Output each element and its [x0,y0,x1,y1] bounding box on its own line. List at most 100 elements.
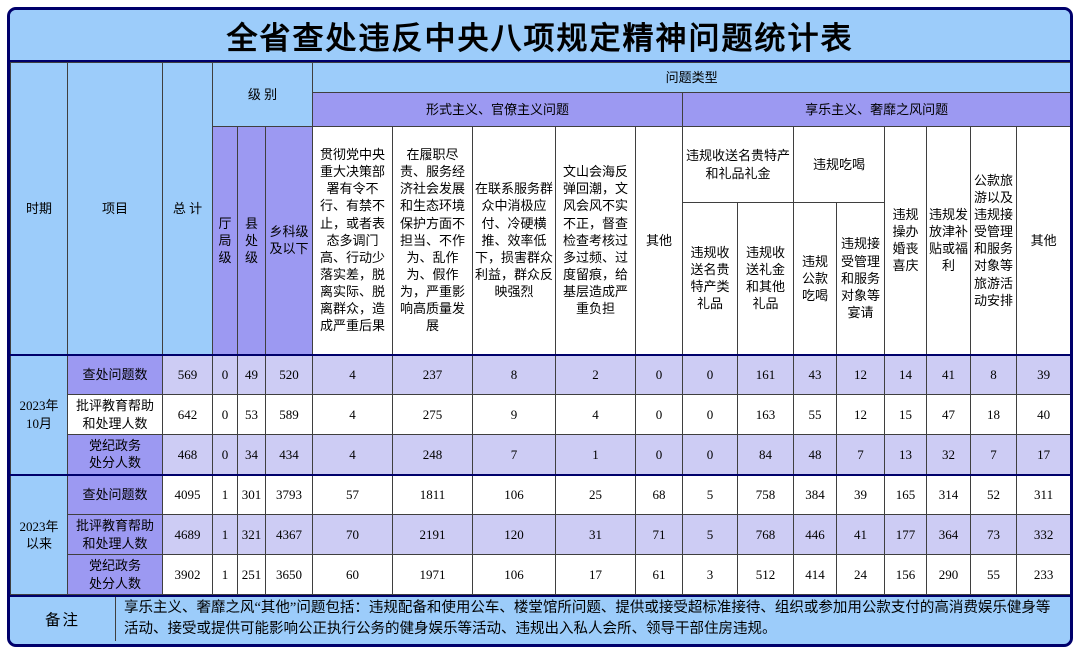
data-cell: 1 [212,473,238,515]
table-title: 全省查处违反中央八项规定精神问题统计表 [226,20,854,56]
data-cell: 4 [312,394,393,435]
data-cell: 5 [682,473,738,515]
data-cell: 434 [265,434,313,475]
data-cell: 1 [212,514,238,555]
data-cell: 7 [836,434,885,475]
header-total: 总 计 [162,62,213,355]
data-cell: 18 [970,394,1017,435]
data-cell: 384 [793,473,837,515]
data-cell: 4 [312,353,393,395]
data-cell: 3 [682,554,738,595]
data-cell: 275 [392,394,473,435]
data-cell: 15 [884,394,927,435]
data-cell: 24 [836,554,885,595]
remark-label: 备注 [10,597,116,641]
data-cell: 512 [737,554,794,595]
header-formalism-col-4: 文山会海反弹回潮，文风会风不实不正，督查检查考核过多过频、过度留痕，给基层造成严… [555,126,636,355]
data-cell: 60 [312,554,393,595]
data-cell: 53 [237,394,266,435]
data-cell: 758 [737,473,794,515]
data-cell: 70 [312,514,393,555]
header-level-xian: 县处级 [237,126,266,355]
table-row: 2023年 10月 查处问题数 569 0 49 520 4 237 8 2 0 0 161 43 12 14… [10,353,1070,475]
data-cell: 3650 [265,554,313,595]
data-cell: 0 [682,394,738,435]
remark-row: 备注 享乐主义、奢靡之风“其他”问题包括：违规配备和使用公车、楼堂馆所问题、提供… [10,595,1070,641]
data-cell: 55 [793,394,837,435]
data-cell: 4689 [162,514,213,555]
table-row: 党纪政务 处分人数 3902 1 251 3650 60 1971 106 17 61 3 512 41… [11,554,1070,595]
data-cell: 311 [1015,473,1070,515]
row-label: 查处问题数 [67,353,163,395]
data-cell: 106 [472,473,556,515]
data-cell: 61 [635,554,683,595]
data-cell: 43 [793,353,837,395]
data-cell: 1 [555,434,636,475]
table-row: 党纪政务 处分人数 468 0 34 434 4 248 7 1 0 0 84 48 7 13 32 7 17 [11,434,1070,475]
data-cell: 84 [737,434,794,475]
data-cell: 0 [682,353,738,395]
data-cell: 248 [392,434,473,475]
data-cell: 4367 [265,514,313,555]
data-cell: 120 [472,514,556,555]
header-hedonism-allowance: 违规发放津补贴或福利 [926,126,971,355]
header-formalism-group: 形式主义、官僚主义问题 [312,92,683,127]
data-cell: 768 [737,514,794,555]
table-row: 批评教育帮助 和处理人数 642 0 53 589 4 275 9 4 0 0 163 55 12 15 47… [11,394,1070,435]
data-cell: 13 [884,434,927,475]
data-cell: 0 [682,434,738,475]
data-cell: 301 [237,473,266,515]
header-level: 级 别 [212,62,313,127]
data-cell: 40 [1015,394,1070,435]
data-cell: 3902 [162,554,213,595]
data-cell: 71 [635,514,683,555]
data-cell: 3793 [265,473,313,515]
statistics-table-frame: 全省查处违反中央八项规定精神问题统计表 时期 项目 总 计 级 别 问题类型 [7,7,1073,647]
row-label: 党纪政务 处分人数 [67,434,163,475]
header-gift-group: 违规收送名贵特产和礼品礼金 [682,126,794,203]
header-gift-money: 违规收送礼金和其他礼品 [737,202,794,355]
data-cell: 165 [884,473,927,515]
header-formalism-col-1: 贯彻党中央重大决策部署有令不行、有禁不止，或者表态多调门高、行动少落实差，脱离实… [312,126,393,355]
statistics-table: 时期 项目 总 计 级 别 问题类型 形式主义、官僚主义问题 享乐主义、奢靡之风… [10,62,1070,595]
data-cell: 49 [237,353,266,395]
header-gift-specialty: 违规收送名贵特产类礼品 [682,202,738,355]
data-cell: 0 [635,434,683,475]
data-cell: 7 [970,434,1017,475]
data-cell: 237 [392,353,473,395]
data-cell: 4 [312,434,393,475]
header-hedonism-other: 其他 [1015,126,1070,355]
data-cell: 177 [884,514,927,555]
header-formalism-other: 其他 [635,126,683,355]
data-cell: 233 [1015,554,1070,595]
data-cell: 32 [926,434,971,475]
data-cell: 14 [884,353,927,395]
data-cell: 2 [555,353,636,395]
data-cell: 0 [212,394,238,435]
data-cell: 1811 [392,473,473,515]
header-dining-group: 违规吃喝 [793,126,885,203]
data-cell: 57 [312,473,393,515]
data-cell: 12 [836,394,885,435]
title-bar: 全省查处违反中央八项规定精神问题统计表 [10,10,1070,62]
data-cell: 41 [926,353,971,395]
header-dining-banquet: 违规接受管理和服务对象等宴请 [836,202,885,355]
header-dining-public: 违规公款吃喝 [793,202,837,355]
data-cell: 290 [926,554,971,595]
data-cell: 52 [970,473,1017,515]
header-hedonism-group: 享乐主义、奢靡之风问题 [681,92,1070,127]
data-cell: 0 [635,353,683,395]
header-formalism-col-3: 在联系服务群众中消极应付、冷硬横推、效率低下，损害群众利益，群众反映强烈 [472,126,556,355]
row-label: 批评教育帮助 和处理人数 [67,394,163,435]
data-cell: 2191 [392,514,473,555]
data-cell: 9 [472,394,556,435]
data-cell: 48 [793,434,837,475]
data-cell: 468 [162,434,213,475]
data-cell: 55 [970,554,1017,595]
data-cell: 156 [884,554,927,595]
data-cell: 520 [265,353,313,395]
data-cell: 17 [1015,434,1070,475]
table-row: 批评教育帮助 和处理人数 4689 1 321 4367 70 2191 120 31 71 5 76… [11,514,1070,555]
data-cell: 106 [472,554,556,595]
